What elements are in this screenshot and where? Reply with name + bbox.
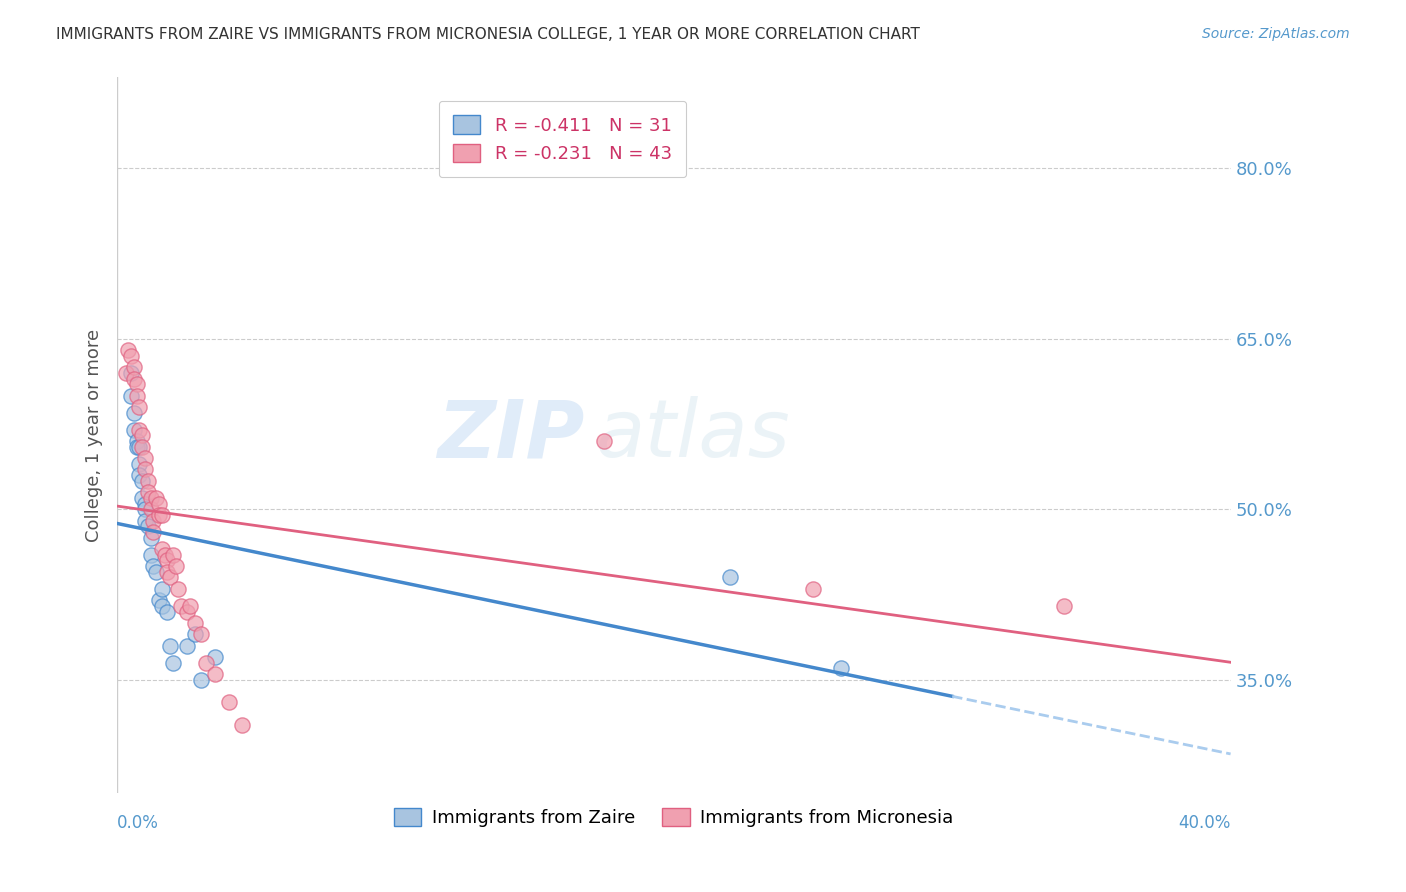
Point [139,531,162,545]
Point [176,639,198,653]
Legend: Immigrants from Zaire, Immigrants from Micronesia: Immigrants from Zaire, Immigrants from M… [387,801,960,834]
Y-axis label: College, 1 year or more: College, 1 year or more [86,329,103,542]
Point [156,605,179,619]
Point [122,423,145,437]
Point [128,440,150,454]
Point [139,491,162,505]
Point [190,673,212,687]
Point [128,468,150,483]
Point [142,524,165,539]
Point [195,656,218,670]
Point [120,389,142,403]
Point [131,474,153,488]
Point [176,605,198,619]
Point [150,542,173,557]
Point [162,548,184,562]
Point [125,389,148,403]
Point [128,400,150,414]
Point [120,366,142,380]
Point [120,349,142,363]
Text: 0.0%: 0.0% [117,814,159,832]
Text: Source: ZipAtlas.com: Source: ZipAtlas.com [1202,27,1350,41]
Point [204,667,226,681]
Point [139,548,162,562]
Point [190,627,212,641]
Point [1052,599,1074,613]
Text: 40.0%: 40.0% [1178,814,1230,832]
Point [131,440,153,454]
Point [801,582,824,596]
Point [184,615,207,630]
Point [167,582,190,596]
Point [593,434,616,448]
Point [145,565,167,579]
Point [125,377,148,392]
Point [179,599,201,613]
Point [165,559,187,574]
Point [204,650,226,665]
Point [125,440,148,454]
Point [218,695,240,709]
Text: ZIP: ZIP [437,396,585,475]
Point [150,599,173,613]
Point [718,570,741,584]
Point [156,565,179,579]
Point [830,661,852,675]
Point [122,360,145,375]
Point [139,502,162,516]
Point [150,508,173,522]
Text: atlas: atlas [596,396,790,475]
Point [136,485,159,500]
Point [114,366,136,380]
Point [145,491,167,505]
Point [156,553,179,567]
Point [159,570,181,584]
Point [148,508,170,522]
Point [142,559,165,574]
Point [128,423,150,437]
Point [134,497,156,511]
Point [122,371,145,385]
Point [122,406,145,420]
Point [150,582,173,596]
Point [125,434,148,448]
Text: IMMIGRANTS FROM ZAIRE VS IMMIGRANTS FROM MICRONESIA COLLEGE, 1 YEAR OR MORE CORR: IMMIGRANTS FROM ZAIRE VS IMMIGRANTS FROM… [56,27,920,42]
Point [148,497,170,511]
Point [134,462,156,476]
Point [134,514,156,528]
Point [153,548,176,562]
Point [128,457,150,471]
Point [134,451,156,466]
Point [131,428,153,442]
Point [134,502,156,516]
Point [117,343,139,358]
Point [162,656,184,670]
Point [231,718,253,732]
Point [136,519,159,533]
Point [148,593,170,607]
Point [159,639,181,653]
Point [131,491,153,505]
Point [184,627,207,641]
Point [170,599,193,613]
Point [142,514,165,528]
Point [136,474,159,488]
